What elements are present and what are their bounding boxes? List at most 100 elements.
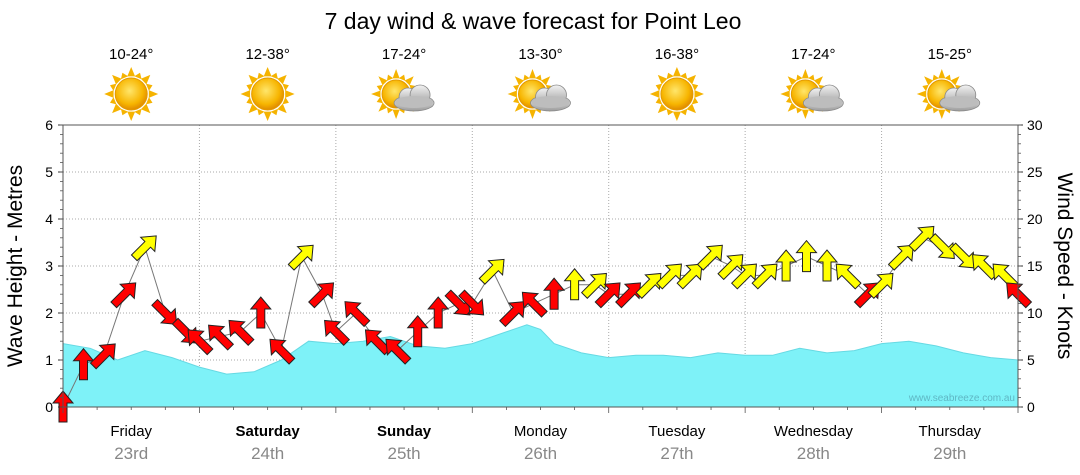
sun-icon (649, 67, 704, 121)
sun-ray (523, 74, 530, 81)
wind-arrows (51, 225, 1033, 423)
right-axis-tick-label: 30 (1027, 117, 1043, 133)
sun-ray (378, 102, 388, 112)
sun-ray (944, 74, 951, 81)
wind-arrow (478, 258, 505, 285)
sun-ray (657, 103, 668, 114)
wind-arrow-shape (1006, 282, 1033, 309)
day-date-label: 27th (660, 444, 693, 463)
left-axis: 0 1 2 3 4 5 6 (45, 117, 63, 415)
wind-arrow (908, 225, 935, 252)
sun-ray (813, 76, 823, 86)
sun-ray (514, 102, 524, 112)
sun-ray (801, 109, 809, 119)
wind-arrow (835, 263, 862, 290)
sun-ray (686, 103, 696, 114)
sun-ray (120, 108, 129, 116)
sun-ray (787, 76, 797, 86)
sun-ray (127, 111, 136, 121)
wind-arrow (887, 244, 914, 271)
wind-arrow (269, 338, 296, 365)
sun-ray (922, 84, 929, 92)
wind-arrow (867, 272, 894, 299)
sun-disc (251, 77, 285, 111)
day-name-label: Tuesday (648, 423, 705, 440)
right-axis-title: Wind Speed - Knots (1053, 173, 1076, 360)
temperature-range: 17-24° (382, 46, 426, 63)
day-name-label: Wednesday (774, 423, 853, 440)
wind-arrow-shape (867, 272, 894, 299)
wind-arrow (949, 242, 976, 269)
sun-ray (786, 84, 793, 92)
sun-ray (655, 97, 663, 105)
sun-ray (787, 102, 797, 112)
wind-arrow-shape (594, 282, 621, 309)
wind-arrow (249, 296, 272, 329)
wind-arrow (751, 263, 778, 290)
wind-arrow (696, 244, 723, 271)
sun-ray (673, 111, 681, 121)
wind-arrow-shape (928, 233, 955, 260)
day-name-label: Friday (110, 423, 152, 440)
sun-ray (666, 72, 674, 80)
sun-ray (112, 103, 122, 114)
wind-arrow-shape (949, 242, 976, 269)
sun-ray (246, 83, 253, 91)
day-name-label: Sunday (377, 423, 432, 440)
sun-ray (796, 107, 803, 114)
day-weather: 15-25° (916, 46, 981, 119)
sun-ray (270, 72, 278, 80)
day-weather: 12-38° (240, 46, 295, 121)
wind-arrow-shape (344, 301, 371, 328)
sun-ray (104, 90, 114, 98)
sun-ray (535, 74, 542, 81)
sun-ray (248, 103, 258, 114)
sun-ray (140, 74, 151, 85)
sun-ray (371, 90, 381, 98)
wind-arrow (1006, 282, 1033, 309)
wind-arrow (187, 329, 214, 356)
wind-arrow-shape (151, 298, 178, 325)
wind-arrow (730, 263, 757, 290)
sun-ray (513, 96, 520, 104)
wind-arrow-shape (730, 263, 757, 290)
sun-ray (513, 84, 520, 92)
day-date-label: 26th (524, 444, 557, 463)
wind-arrow (655, 263, 682, 290)
wind-arrow (928, 233, 955, 260)
wind-arrow (151, 298, 178, 325)
temperature-range: 13-30° (518, 46, 562, 63)
day-date-label: 23rd (114, 444, 148, 463)
sun-ray (780, 90, 790, 98)
day-date-label: 24th (251, 444, 284, 463)
wind-arrow-shape (324, 319, 351, 346)
wind-arrow (458, 289, 485, 316)
right-axis-tick-label: 20 (1027, 211, 1043, 227)
day-weather: 17-24° (780, 46, 844, 119)
wind-arrow (110, 282, 137, 309)
sun-ray (376, 96, 383, 104)
cloud-shape (393, 84, 435, 112)
temperature-range: 15-25° (928, 46, 972, 63)
wind-arrow-shape (130, 235, 157, 262)
wind-arrow (775, 249, 798, 282)
sun-ray (529, 69, 536, 79)
sun-ray (285, 90, 295, 98)
day-date-label: 29th (933, 444, 966, 463)
sun-ray (932, 107, 939, 114)
wind-arrow-shape (887, 244, 914, 271)
sun-ray (398, 74, 406, 81)
left-axis-tick-label: 0 (45, 399, 53, 415)
wind-arrow-shape (775, 249, 798, 282)
right-axis-tick-label: 15 (1027, 258, 1043, 274)
sun-ray (924, 76, 934, 86)
sun-ray (529, 109, 536, 119)
wind-arrow (308, 282, 335, 309)
sun-ray (932, 74, 939, 81)
wind-arrow-shape (992, 263, 1019, 290)
wind-arrow-shape (563, 268, 586, 301)
cloud-shape (802, 84, 844, 112)
sun-ray (649, 90, 660, 98)
wind-arrow-shape (187, 329, 214, 356)
wind-arrow-shape (655, 263, 682, 290)
